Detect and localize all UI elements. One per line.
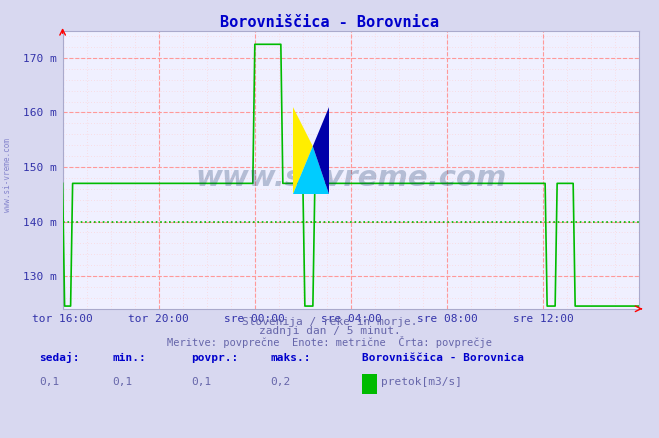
Text: min.:: min.:: [112, 353, 146, 364]
Text: Meritve: povprečne  Enote: metrične  Črta: povprečje: Meritve: povprečne Enote: metrične Črta:…: [167, 336, 492, 347]
Text: Borovniščica - Borovnica: Borovniščica - Borovnica: [220, 15, 439, 30]
Text: 0,1: 0,1: [40, 378, 60, 388]
Text: sedaj:: sedaj:: [40, 352, 80, 364]
Text: povpr.:: povpr.:: [191, 353, 239, 364]
Text: maks.:: maks.:: [270, 353, 310, 364]
Text: zadnji dan / 5 minut.: zadnji dan / 5 minut.: [258, 326, 401, 336]
Text: www.si-vreme.com: www.si-vreme.com: [3, 138, 13, 212]
Text: 0,1: 0,1: [112, 378, 132, 388]
Text: Borovniščica - Borovnica: Borovniščica - Borovnica: [362, 353, 525, 364]
Polygon shape: [313, 107, 329, 194]
Text: 0,1: 0,1: [191, 378, 212, 388]
Polygon shape: [293, 146, 329, 194]
Text: 0,2: 0,2: [270, 378, 291, 388]
Text: pretok[m3/s]: pretok[m3/s]: [381, 378, 462, 388]
Text: Slovenija / reke in morje.: Slovenija / reke in morje.: [242, 317, 417, 327]
Polygon shape: [293, 107, 313, 194]
Text: www.si-vreme.com: www.si-vreme.com: [195, 164, 507, 192]
